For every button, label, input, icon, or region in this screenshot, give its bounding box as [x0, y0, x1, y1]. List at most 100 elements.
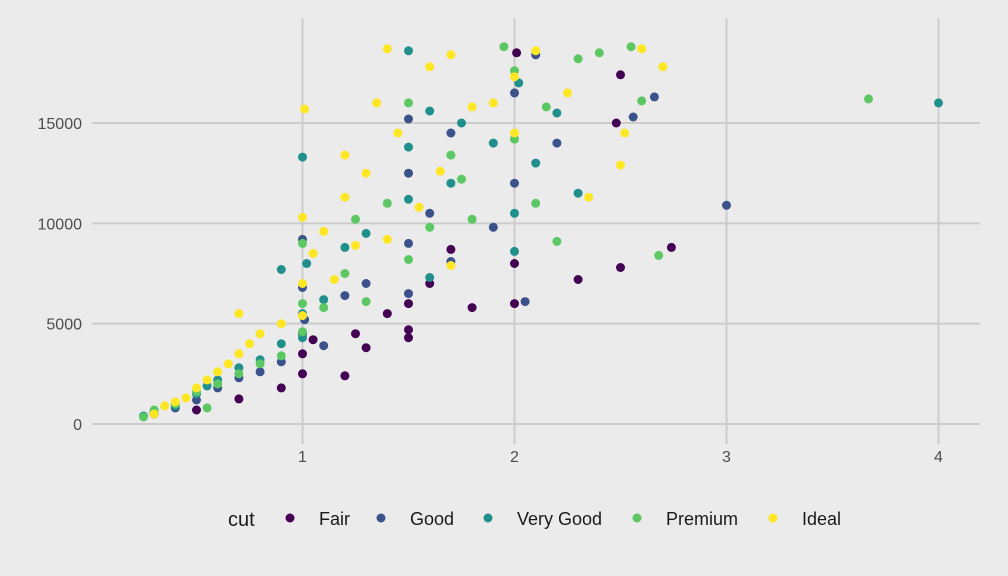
data-point	[234, 369, 244, 379]
data-point	[573, 188, 583, 198]
data-point	[340, 192, 350, 202]
data-point	[149, 409, 159, 419]
data-point	[499, 42, 509, 52]
data-point	[340, 150, 350, 160]
x-tick-label: 2	[510, 449, 519, 466]
data-point	[319, 295, 329, 305]
data-point	[361, 168, 371, 178]
data-point	[192, 405, 201, 415]
data-point	[467, 303, 477, 313]
data-point	[234, 349, 244, 359]
series-premium	[139, 42, 873, 422]
data-point	[510, 128, 519, 138]
data-point	[404, 168, 413, 178]
data-point	[446, 50, 456, 60]
data-point	[541, 102, 551, 112]
data-point	[722, 200, 731, 210]
data-point	[414, 202, 424, 212]
data-point	[213, 367, 223, 377]
data-point	[298, 152, 307, 162]
data-point	[446, 150, 456, 160]
data-point	[361, 279, 371, 288]
y-tick-label: 0	[73, 417, 82, 434]
data-point	[298, 311, 307, 321]
data-point	[488, 98, 498, 108]
data-point	[340, 269, 350, 278]
data-point	[298, 238, 307, 248]
data-point	[223, 359, 233, 369]
legend-label: Good	[410, 509, 454, 529]
data-point	[319, 303, 329, 313]
data-point	[488, 138, 498, 148]
data-point	[520, 297, 530, 307]
x-tick-label: 4	[934, 449, 943, 466]
legend-key	[768, 513, 778, 523]
data-point	[170, 397, 180, 407]
data-point	[351, 214, 360, 224]
data-point	[160, 401, 170, 411]
data-point	[666, 242, 676, 252]
data-point	[404, 299, 413, 309]
data-point	[628, 112, 638, 122]
data-point	[404, 325, 413, 335]
x-tick-label: 3	[722, 449, 731, 466]
data-point	[276, 383, 286, 393]
legend-label: Premium	[666, 509, 738, 529]
x-tick-label: 1	[298, 449, 307, 466]
data-point	[298, 299, 307, 309]
data-point	[425, 222, 435, 232]
data-point	[584, 192, 594, 202]
data-point	[329, 275, 339, 284]
data-point	[616, 160, 625, 170]
data-point	[404, 289, 413, 299]
data-point	[202, 375, 212, 385]
data-point	[934, 98, 943, 108]
data-point	[298, 369, 307, 379]
data-point	[435, 166, 445, 176]
data-point	[404, 98, 413, 108]
data-point	[510, 246, 519, 256]
data-point	[393, 128, 403, 138]
data-point	[276, 265, 286, 274]
data-point	[510, 208, 519, 218]
data-point	[654, 250, 664, 260]
gridlines	[92, 18, 980, 444]
data-point	[467, 102, 477, 112]
data-point	[637, 96, 647, 106]
data-point	[382, 309, 392, 319]
data-point	[446, 261, 456, 270]
data-point	[531, 198, 541, 208]
data-point	[658, 62, 668, 72]
data-point	[308, 248, 318, 258]
data-point	[298, 349, 307, 359]
data-point	[340, 291, 350, 301]
y-tick-label: 15000	[38, 116, 83, 133]
data-point	[512, 48, 522, 58]
data-point	[649, 92, 659, 102]
data-point	[298, 212, 307, 222]
data-point	[300, 104, 310, 114]
y-tick-label: 10000	[38, 216, 83, 233]
data-point	[467, 214, 477, 224]
data-point	[616, 70, 625, 80]
data-point	[510, 72, 519, 82]
data-point	[594, 48, 604, 58]
legend-title: cut	[228, 509, 255, 531]
data-point	[255, 359, 265, 369]
data-point	[181, 393, 191, 403]
data-point	[457, 118, 466, 128]
data-point	[563, 88, 572, 98]
data-point	[298, 327, 307, 337]
data-point	[213, 379, 223, 389]
data-point	[361, 343, 371, 353]
data-point	[425, 208, 435, 218]
data-point	[361, 228, 371, 238]
data-point	[531, 46, 541, 56]
data-point	[626, 42, 636, 52]
data-point	[425, 62, 435, 72]
data-point	[340, 242, 350, 252]
data-point	[864, 94, 873, 104]
data-point	[276, 319, 286, 329]
data-point	[510, 259, 519, 268]
data-point	[404, 238, 413, 248]
